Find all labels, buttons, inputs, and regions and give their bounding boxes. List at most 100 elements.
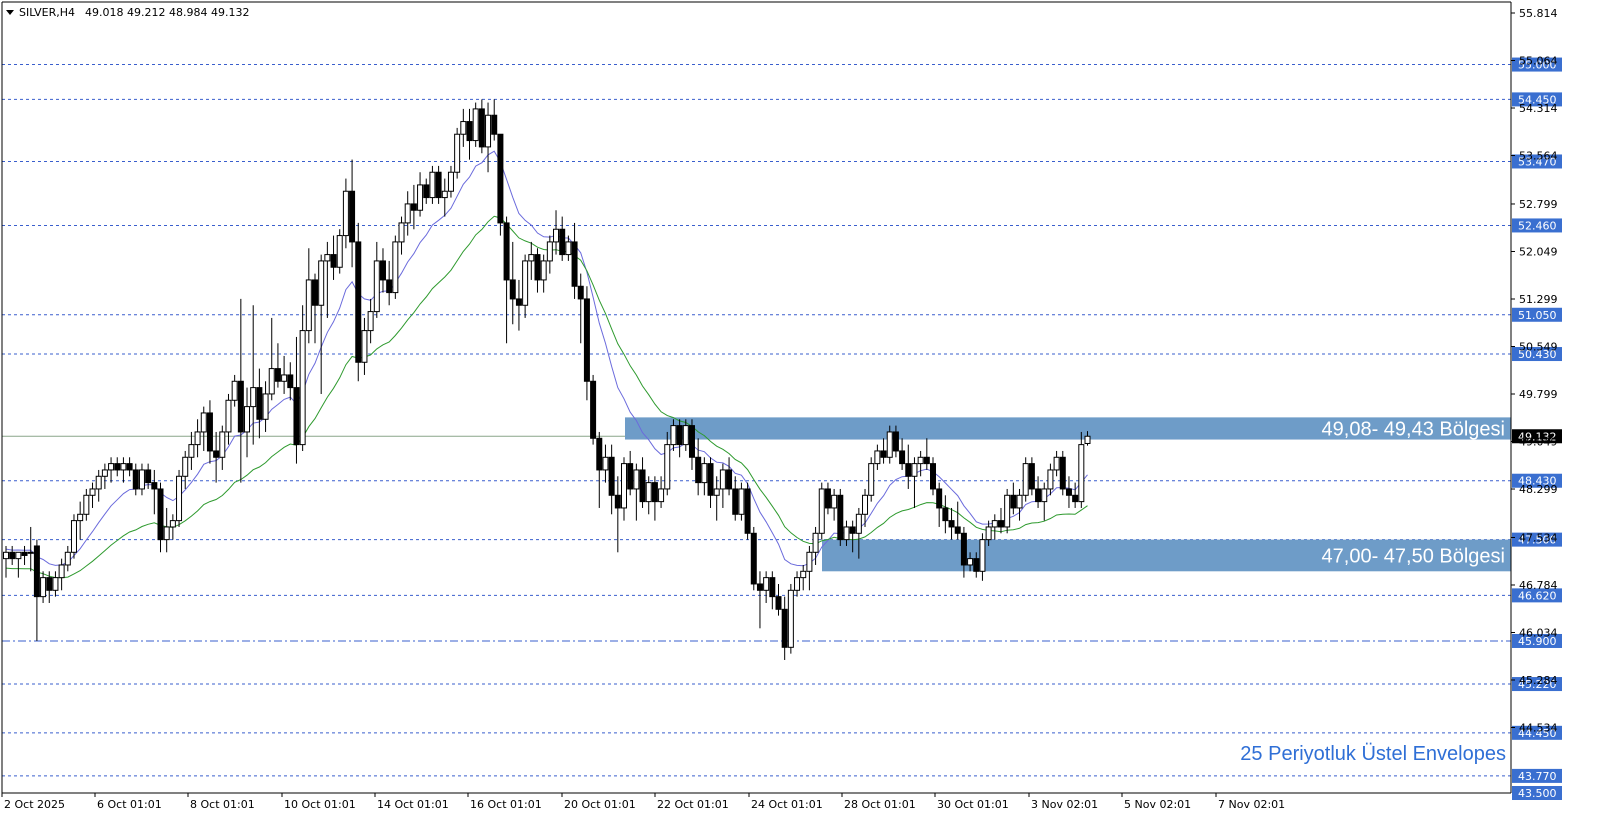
candle[interactable] — [373, 241, 380, 318]
candle[interactable] — [985, 520, 992, 546]
candle[interactable] — [83, 488, 90, 521]
candle[interactable] — [627, 450, 634, 496]
candle[interactable] — [917, 450, 924, 477]
candle[interactable] — [318, 254, 325, 394]
candle[interactable] — [410, 184, 417, 230]
candle[interactable] — [1053, 450, 1060, 477]
candle[interactable] — [670, 419, 677, 451]
candle[interactable] — [967, 552, 974, 572]
candle[interactable] — [997, 507, 1004, 534]
candle[interactable] — [509, 241, 516, 325]
candle[interactable] — [460, 108, 467, 147]
candle[interactable] — [744, 482, 751, 540]
candle[interactable] — [794, 571, 801, 597]
candle[interactable] — [472, 102, 479, 147]
candle[interactable] — [806, 545, 813, 591]
candle[interactable] — [89, 482, 96, 508]
candle[interactable] — [800, 564, 807, 591]
candle[interactable] — [330, 235, 337, 280]
candle[interactable] — [231, 374, 238, 407]
candle[interactable] — [64, 545, 71, 572]
candle[interactable] — [886, 425, 893, 464]
candle[interactable] — [862, 488, 869, 527]
candle[interactable] — [219, 425, 226, 470]
candle[interactable] — [1072, 482, 1079, 508]
candle[interactable] — [151, 469, 158, 515]
candle[interactable] — [324, 241, 331, 318]
triangle-down-icon[interactable] — [6, 10, 14, 15]
candle[interactable] — [114, 457, 121, 477]
candle[interactable] — [936, 482, 943, 527]
candle[interactable] — [3, 545, 9, 578]
candle[interactable] — [485, 102, 492, 173]
candle[interactable] — [787, 583, 794, 654]
candle[interactable] — [738, 482, 745, 521]
candle[interactable] — [713, 476, 720, 521]
candle[interactable] — [176, 469, 183, 527]
candle[interactable] — [818, 482, 825, 540]
candle[interactable] — [435, 165, 442, 204]
candle[interactable] — [355, 222, 362, 382]
candle[interactable] — [120, 457, 127, 483]
candle[interactable] — [639, 457, 646, 508]
candle[interactable] — [336, 229, 343, 274]
candle[interactable] — [429, 165, 436, 204]
candle[interactable] — [1059, 450, 1066, 496]
candle[interactable] — [645, 476, 652, 515]
candle[interactable] — [553, 210, 560, 255]
candle[interactable] — [1065, 476, 1072, 508]
candle[interactable] — [379, 248, 386, 293]
candle[interactable] — [1035, 476, 1042, 508]
candle[interactable] — [726, 457, 733, 496]
candle[interactable] — [1084, 431, 1091, 446]
candle[interactable] — [58, 558, 65, 591]
candle[interactable] — [522, 254, 529, 318]
candle[interactable] — [590, 374, 597, 445]
candle[interactable] — [478, 99, 485, 154]
candle[interactable] — [33, 539, 40, 641]
candle[interactable] — [960, 526, 967, 578]
candle[interactable] — [497, 133, 504, 236]
candle[interactable] — [447, 165, 454, 198]
candle[interactable] — [991, 514, 998, 540]
candle[interactable] — [244, 387, 251, 458]
candle[interactable] — [948, 507, 955, 540]
candle[interactable] — [9, 545, 16, 565]
candle[interactable] — [423, 178, 430, 204]
candle[interactable] — [1078, 431, 1085, 508]
candle[interactable] — [973, 552, 980, 578]
candle[interactable] — [237, 298, 244, 483]
candle[interactable] — [274, 343, 281, 388]
candle[interactable] — [194, 419, 201, 458]
candle[interactable] — [206, 400, 213, 464]
candle[interactable] — [540, 254, 547, 293]
candle[interactable] — [695, 438, 702, 496]
candle[interactable] — [528, 241, 535, 280]
candle[interactable] — [608, 444, 615, 515]
candle[interactable] — [942, 495, 949, 534]
candle[interactable] — [707, 457, 714, 508]
candle[interactable] — [27, 526, 34, 572]
candle[interactable] — [1010, 482, 1017, 515]
candle[interactable] — [719, 463, 726, 508]
candle[interactable] — [1016, 488, 1023, 521]
candle[interactable] — [15, 551, 22, 578]
candle[interactable] — [899, 438, 906, 470]
candle[interactable] — [583, 286, 590, 401]
candle[interactable] — [781, 596, 788, 660]
candle[interactable] — [930, 457, 936, 496]
candle[interactable] — [126, 457, 133, 477]
candle[interactable] — [441, 178, 448, 217]
candle[interactable] — [688, 419, 695, 470]
candle[interactable] — [491, 99, 498, 141]
candle[interactable] — [763, 571, 770, 603]
candle[interactable] — [268, 317, 275, 401]
candle[interactable] — [163, 507, 170, 553]
candle[interactable] — [596, 431, 603, 508]
candle[interactable] — [1047, 463, 1054, 496]
candle[interactable] — [979, 533, 986, 581]
candle[interactable] — [95, 469, 102, 502]
candle[interactable] — [923, 438, 930, 470]
candle[interactable] — [1041, 482, 1048, 521]
candle[interactable] — [880, 438, 887, 464]
